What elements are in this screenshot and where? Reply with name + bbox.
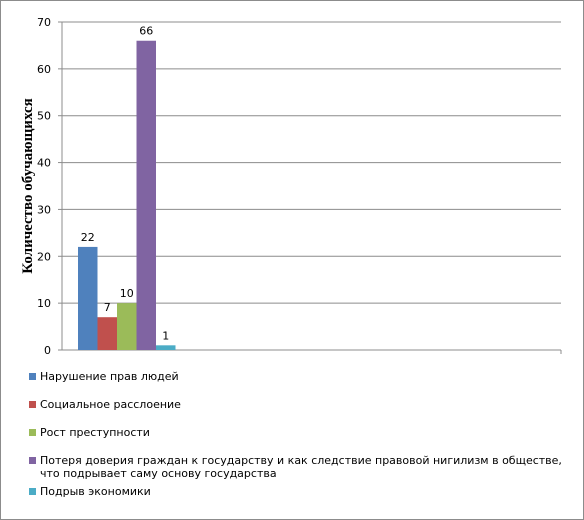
y-tick-label: 0 — [44, 344, 51, 357]
legend-item: Рост преступности — [29, 426, 570, 439]
legend-swatch — [29, 401, 36, 408]
data-label: 7 — [104, 301, 111, 314]
y-tick-label: 20 — [37, 250, 51, 263]
legend-item: Социальное расслоение — [29, 398, 570, 411]
legend-label: Рост преступности — [40, 426, 150, 439]
bar — [97, 317, 117, 350]
data-label: 66 — [139, 25, 153, 38]
bar — [78, 246, 98, 350]
bar — [117, 303, 137, 350]
y-tick-label: 30 — [37, 203, 51, 216]
legend-swatch — [29, 488, 36, 495]
y-tick-label: 50 — [37, 110, 51, 123]
legend-label: Социальное расслоение — [40, 398, 181, 411]
bar — [136, 40, 156, 350]
data-label: 1 — [162, 329, 169, 342]
data-label: 10 — [120, 287, 134, 300]
legend-label: Потеря доверия граждан к государству и к… — [40, 454, 562, 480]
y-axis-ticks: 0 10 20 30 40 50 60 70 — [37, 16, 51, 357]
legend-item: Подрыв экономики — [29, 485, 570, 498]
legend-item: Потеря доверия граждан к государству и к… — [29, 454, 570, 480]
y-tick-label: 10 — [37, 297, 51, 310]
legend-swatch — [29, 373, 36, 380]
legend-item: Нарушение прав людей — [29, 370, 570, 383]
legend-label: Подрыв экономики — [40, 485, 151, 498]
legend-swatch — [29, 429, 36, 436]
y-tick-label: 60 — [37, 63, 51, 76]
legend-label: Нарушение прав людей — [40, 370, 179, 383]
bars — [78, 40, 176, 350]
bar — [156, 345, 176, 350]
data-label: 22 — [81, 231, 95, 244]
data-labels: 22 7 10 66 1 — [81, 25, 170, 343]
legend-swatch — [29, 457, 36, 464]
y-axis-label: Количество обучающихся — [20, 98, 36, 274]
y-tick-label: 40 — [37, 157, 51, 170]
y-tick-label: 70 — [37, 16, 51, 29]
bar-chart: 0 10 20 30 40 50 60 70 22 7 10 66 1 Количество обуч… — [20, 16, 562, 357]
